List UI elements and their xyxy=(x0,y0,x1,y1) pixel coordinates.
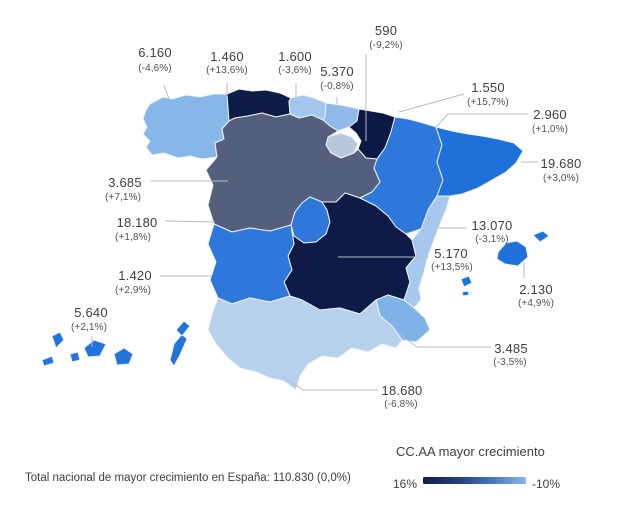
label-canarias: 5.640 (+2,1%) xyxy=(71,305,108,333)
label-cantabria-pct: (-3,6%) xyxy=(278,65,311,76)
island-formentera xyxy=(461,290,470,297)
label-aragon-value: 2.960 xyxy=(533,107,567,122)
map-regions xyxy=(41,88,550,391)
leader-galicia xyxy=(163,84,170,100)
island-la-gomera xyxy=(69,351,81,363)
island-la-palma xyxy=(51,331,65,349)
label-navarra: 1.550 (+15,7%) xyxy=(467,80,509,108)
legend: CC.AA mayor crecimiento 16% -10% xyxy=(393,444,560,491)
region-galicia xyxy=(142,93,230,160)
label-castilla-y-leon-pct: (+7,1%) xyxy=(105,192,141,203)
label-cataluna-value: 19.680 xyxy=(541,156,582,171)
legend-max-label: 16% xyxy=(393,477,417,491)
label-aragon: 2.960 (+1,0%) xyxy=(532,107,568,135)
island-ibiza xyxy=(460,275,473,288)
label-andalucia-value: 18.680 xyxy=(382,383,423,398)
label-cantabria: 1.600 (-3,6%) xyxy=(278,49,312,76)
label-galicia-pct: (-4,6%) xyxy=(138,63,171,74)
label-extremadura: 1.420 (+2,9%) xyxy=(115,268,152,296)
label-galicia-value: 6.160 xyxy=(138,45,172,60)
label-cantabria-value: 1.600 xyxy=(278,49,312,64)
region-canarias xyxy=(41,320,191,367)
region-cataluna xyxy=(435,126,524,197)
label-castilla-la-mancha: 5.170 (+13,5%) xyxy=(431,246,473,273)
label-andalucia-pct: (-6,8%) xyxy=(384,399,417,410)
leader-navarra xyxy=(398,93,465,113)
footer-total-text: Total nacional de mayor crecimiento en E… xyxy=(25,472,351,484)
island-tenerife xyxy=(83,339,107,358)
region-baleares xyxy=(460,230,550,297)
label-castilla-y-leon: 3.685 (+7,1%) xyxy=(105,175,142,203)
legend-title: CC.AA mayor crecimiento xyxy=(396,444,545,459)
legend-gradient-bar xyxy=(423,477,526,484)
island-mallorca xyxy=(496,240,529,267)
label-madrid-value: 18.180 xyxy=(117,215,158,230)
label-aragon-pct: (+1,0%) xyxy=(532,124,568,135)
label-la-rioja-pct: (-9,2%) xyxy=(369,40,402,51)
label-cataluna-pct: (+3,0%) xyxy=(543,173,579,184)
island-gran-canaria xyxy=(113,347,134,366)
island-el-hierro xyxy=(41,355,55,367)
label-la-rioja: 590 (-9,2%) xyxy=(369,23,402,51)
label-castilla-la-mancha-value: 5.170 xyxy=(434,246,468,261)
label-pais-vasco-value: 5.370 xyxy=(320,64,354,79)
leader-lines xyxy=(91,54,538,391)
leader-aragon xyxy=(435,113,528,128)
label-cataluna: 19.680 (+3,0%) xyxy=(541,156,582,184)
island-fuerteventura xyxy=(169,333,188,367)
label-canarias-value: 5.640 xyxy=(74,305,108,320)
label-comunitat-valenciana-value: 13.070 xyxy=(472,218,513,233)
label-madrid: 18.180 (+1,8%) xyxy=(115,215,157,243)
label-asturias-pct: (+13,6%) xyxy=(206,65,248,76)
legend-min-label: -10% xyxy=(532,477,560,491)
label-navarra-pct: (+15,7%) xyxy=(467,97,509,108)
label-pais-vasco: 5.370 (-0,8%) xyxy=(320,64,354,92)
label-castilla-y-leon-value: 3.685 xyxy=(108,175,142,190)
label-asturias: 1.460 (+13,6%) xyxy=(206,49,248,76)
label-galicia: 6.160 (-4,6%) xyxy=(138,45,172,74)
label-comunitat-valenciana: 13.070 (-3,1%) xyxy=(472,218,513,245)
island-lanzarote xyxy=(175,320,191,337)
region-comunitat-valenciana xyxy=(403,195,451,309)
label-murcia-pct: (-3,5%) xyxy=(493,357,526,368)
region-extremadura xyxy=(207,223,295,305)
label-extremadura-value: 1.420 xyxy=(118,268,152,283)
label-la-rioja-value: 590 xyxy=(375,23,397,38)
label-baleares: 2.130 (+4,9%) xyxy=(518,282,554,309)
label-andalucia: 18.680 (-6,8%) xyxy=(382,383,423,410)
label-murcia: 3.485 (-3,5%) xyxy=(493,341,528,368)
label-pais-vasco-pct: (-0,8%) xyxy=(320,81,353,92)
label-extremadura-pct: (+2,9%) xyxy=(115,285,151,296)
label-comunitat-valenciana-pct: (-3,1%) xyxy=(475,234,508,245)
leader-andalucia xyxy=(282,375,378,391)
label-baleares-value: 2.130 xyxy=(519,282,553,297)
label-navarra-value: 1.550 xyxy=(471,80,505,95)
leader-murcia xyxy=(396,331,491,348)
label-baleares-pct: (+4,9%) xyxy=(518,298,554,309)
label-castilla-la-mancha-pct: (+13,5%) xyxy=(431,262,473,273)
label-canarias-pct: (+2,1%) xyxy=(71,322,107,333)
label-asturias-value: 1.460 xyxy=(210,49,244,64)
data-labels: 6.160 (-4,6%) 1.460 (+13,6%) 1.600 (-3,6… xyxy=(71,23,581,410)
leader-madrid xyxy=(164,220,216,223)
island-menorca xyxy=(532,230,550,243)
label-murcia-value: 3.485 xyxy=(494,341,528,356)
region-andalucia xyxy=(207,295,403,391)
label-madrid-pct: (+1,8%) xyxy=(115,232,151,243)
